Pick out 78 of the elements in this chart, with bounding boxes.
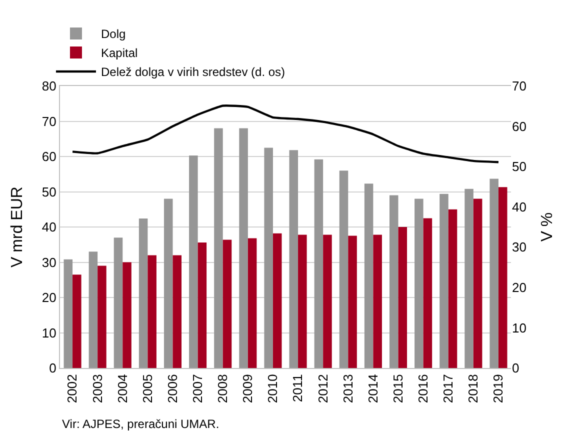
bar	[189, 155, 198, 368]
x-tick-label: 2017	[440, 374, 456, 404]
y-tick-label: 30	[42, 254, 56, 270]
bar	[298, 234, 307, 368]
x-tick-label: 2006	[164, 374, 180, 404]
x-tick-label: 2010	[265, 374, 280, 404]
y2-tick-label: 0	[512, 360, 520, 376]
bar	[398, 227, 408, 368]
y-tick-label: 50	[42, 184, 56, 200]
bar	[498, 187, 508, 368]
y-tick-label: 60	[42, 149, 56, 164]
bar	[440, 194, 448, 368]
bar	[464, 188, 474, 368]
y2-tick-label: 40	[512, 199, 526, 214]
y2-tick-label: 50	[512, 159, 526, 174]
bar	[364, 184, 374, 368]
y2-tick-label: 10	[512, 320, 526, 336]
bar	[448, 209, 458, 368]
bar	[423, 218, 432, 368]
bar	[88, 252, 98, 368]
bar	[314, 159, 324, 368]
bar	[138, 218, 148, 368]
bar	[248, 238, 257, 368]
x-tick-label: 2013	[340, 374, 356, 404]
text: Vir: AJPES, preračuni UMAR.	[62, 417, 220, 431]
bar	[222, 240, 232, 368]
bar	[264, 148, 273, 368]
bar	[64, 259, 73, 368]
legend-label: Kapital	[100, 46, 138, 60]
y2-tick-label: 20	[512, 280, 526, 295]
y-tick-label: 40	[42, 220, 56, 235]
bar	[98, 266, 106, 368]
bar	[323, 234, 332, 368]
x-tick-label: 2018	[466, 374, 481, 404]
line-series	[71, 104, 500, 164]
x-tick-label: 2003	[90, 374, 105, 404]
bar	[148, 255, 156, 368]
x-tick-label: 2012	[315, 374, 330, 404]
y-tick-label: 70	[42, 114, 56, 129]
y-tick-label: 80	[42, 78, 56, 94]
x-tick-label: 2008	[215, 374, 230, 404]
bar	[414, 198, 424, 368]
bar	[339, 170, 348, 368]
legend-label: Dolg	[100, 27, 126, 42]
x-tick-label: 2002	[64, 374, 80, 404]
y2-tick-label: 60	[512, 118, 526, 134]
x-tick-label: 2009	[240, 374, 256, 404]
y-axis-title: V mrd EUR	[8, 186, 26, 268]
bar	[72, 274, 82, 368]
x-tick-label: 2007	[190, 374, 206, 404]
bar	[239, 128, 248, 368]
bar	[490, 178, 498, 368]
y2-axis-title: V %	[539, 212, 556, 242]
bar	[114, 238, 123, 368]
y-tick-label: 0	[49, 360, 56, 376]
bar	[272, 233, 282, 368]
x-tick-label: 2015	[390, 374, 406, 404]
bar	[198, 242, 207, 368]
bar	[289, 150, 298, 368]
y2-tick-label: 30	[512, 240, 526, 255]
x-tick-label: 2019	[490, 374, 506, 404]
y-tick-label: 20	[42, 290, 56, 306]
x-tick-label: 2016	[416, 374, 431, 404]
y-tick-label: 10	[42, 325, 56, 340]
bar	[164, 198, 173, 368]
x-tick-label: 2004	[114, 374, 130, 404]
bar	[122, 262, 132, 368]
bar	[389, 195, 398, 368]
x-tick-label: 2011	[290, 374, 306, 402]
x-tick-label: 2005	[140, 374, 155, 404]
bar	[172, 255, 182, 368]
bar	[473, 198, 482, 368]
bar	[214, 128, 223, 368]
x-tick-label: 2014	[365, 374, 380, 404]
legend-label: Delež dolga v virih sredstev (d. os)	[100, 65, 286, 80]
y2-tick-label: 70	[512, 78, 526, 94]
bar	[373, 234, 382, 368]
bar	[348, 236, 357, 368]
